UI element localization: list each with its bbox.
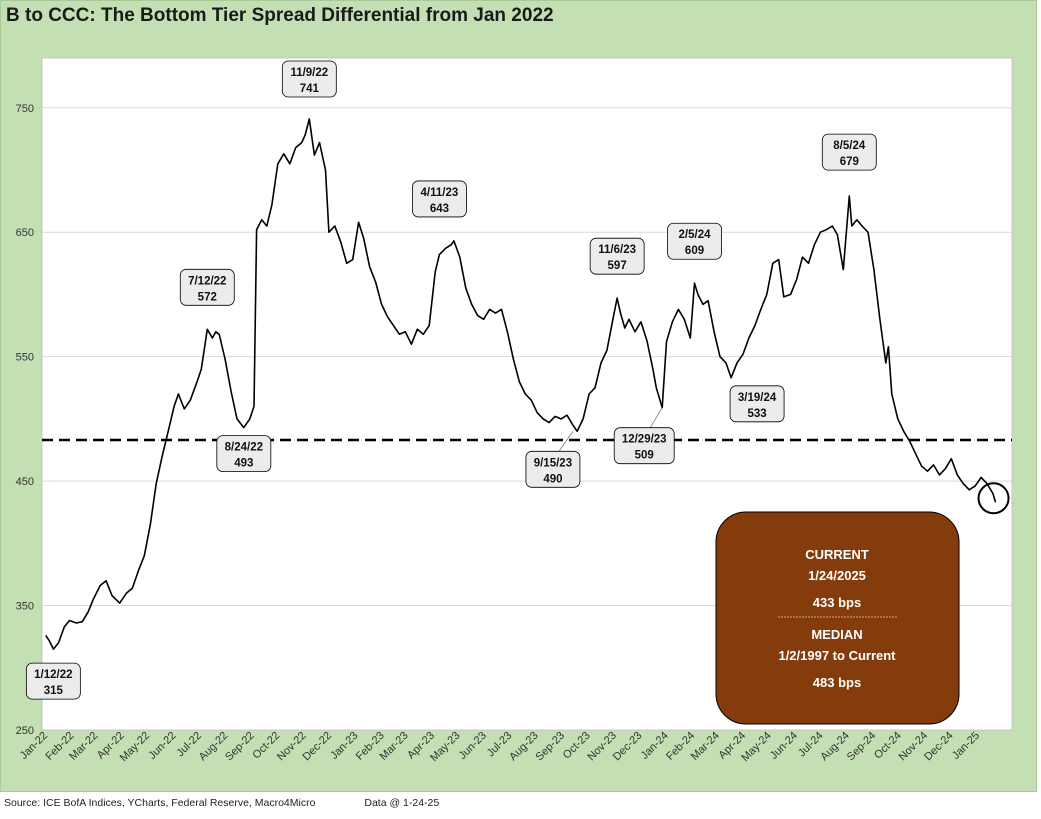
annotation-callout: 7/12/22 572 — [179, 268, 235, 306]
current-label: CURRENT — [805, 547, 869, 562]
median-label: MEDIAN — [811, 627, 862, 642]
annotation-leader — [649, 407, 663, 428]
line-chart: 250 350 450 550 650 750 Jan-22Feb-22Mar-22Apr… — [16, 57, 1013, 764]
annotation-value: 509 — [635, 450, 654, 462]
y-axis: 250 350 450 550 650 750 — [16, 103, 34, 737]
x-tick-label: Sep-23 — [534, 730, 568, 764]
annotation-value: 643 — [430, 203, 449, 215]
x-tick-label: Sep-22 — [223, 730, 257, 764]
x-tick-label: Jun-22 — [146, 730, 178, 762]
annotation-callout: 8/24/22 493 — [216, 435, 272, 473]
current-value: 433 bps — [813, 595, 861, 610]
annotation-value: 315 — [44, 685, 64, 697]
annotation-value: 597 — [608, 260, 627, 272]
annotation-date: 1/12/22 — [34, 669, 72, 681]
y-tick-label: 550 — [16, 352, 34, 364]
chart-title: B to CCC: The Bottom Tier Spread Differe… — [6, 5, 554, 26]
x-tick-label: Sep-24 — [845, 730, 879, 764]
y-tick-label: 450 — [16, 476, 34, 488]
y-tick-label: 250 — [16, 725, 34, 737]
annotation-value: 533 — [747, 408, 766, 420]
annotation-date: 8/24/22 — [225, 442, 263, 454]
current-date: 1/24/2025 — [808, 568, 866, 583]
annotation-date: 11/6/23 — [598, 244, 636, 256]
x-tick-label: Jan-25 — [950, 730, 982, 762]
x-tick-label: Dec-22 — [301, 730, 335, 764]
annotation-date: 2/5/24 — [679, 229, 712, 241]
annotation-callout: 4/11/23 643 — [412, 180, 467, 218]
annotation-value: 490 — [543, 473, 562, 485]
x-tick-label: Mar-24 — [689, 730, 722, 763]
annotation-callout: 8/5/24 679 — [821, 133, 877, 171]
x-tick-label: Jun-24 — [768, 730, 800, 762]
annotation-date: 4/11/23 — [421, 187, 459, 199]
x-tick-label: Jun-23 — [457, 730, 489, 762]
annotation-value: 741 — [300, 83, 320, 95]
annotation-date: 11/9/22 — [290, 67, 328, 79]
annotation-date: 9/15/23 — [534, 457, 572, 469]
annotation-date: 7/12/22 — [188, 275, 226, 287]
annotation-callout: 11/9/22 741 — [281, 60, 337, 98]
annotation-callout: 3/19/24 533 — [729, 385, 785, 423]
annotation-value: 493 — [234, 458, 253, 470]
annotation-date: 3/19/24 — [738, 392, 777, 404]
annotation-callout: 9/15/23 490 — [525, 431, 581, 488]
annotation-value: 572 — [198, 291, 217, 303]
annotation-callout: 2/5/24 609 — [667, 222, 722, 260]
y-tick-label: 350 — [16, 601, 34, 613]
current-value-marker — [977, 482, 1010, 515]
annotations: 1/12/22 315 7/12/22 572 8/24/22 493 11/9/22 741… — [25, 60, 877, 700]
data-date: Data @ 1-24-25 — [364, 797, 440, 809]
x-tick-label: Dec-23 — [611, 730, 645, 764]
source-note: Source: ICE BofA Indices, YCharts, Feder… — [4, 797, 316, 809]
annotation-callout: 1/12/22 315 — [25, 662, 81, 700]
annotation-date: 8/5/24 — [833, 140, 866, 152]
annotation-callout: 12/29/23 509 — [613, 407, 675, 465]
y-tick-label: 750 — [16, 103, 34, 115]
y-tick-label: 650 — [16, 227, 34, 239]
annotation-callout: 11/6/23 597 — [589, 237, 645, 275]
x-axis: Jan-22Feb-22Mar-22Apr-22May-22Jun-22Jul-… — [18, 730, 982, 764]
median-value: 483 bps — [813, 675, 861, 690]
median-range: 1/2/1997 to Current — [778, 648, 896, 663]
series-line — [45, 118, 997, 650]
annotation-date: 12/29/23 — [622, 434, 667, 446]
footer: Source: ICE BofA Indices, YCharts, Feder… — [4, 797, 439, 809]
x-tick-label: Dec-24 — [922, 730, 956, 764]
annotation-value: 679 — [840, 156, 859, 168]
annotation-value: 609 — [685, 245, 704, 257]
summary-box: CURRENT 1/24/2025 433 bps MEDIAN 1/2/199… — [715, 511, 960, 725]
annotation-leader — [558, 431, 574, 452]
